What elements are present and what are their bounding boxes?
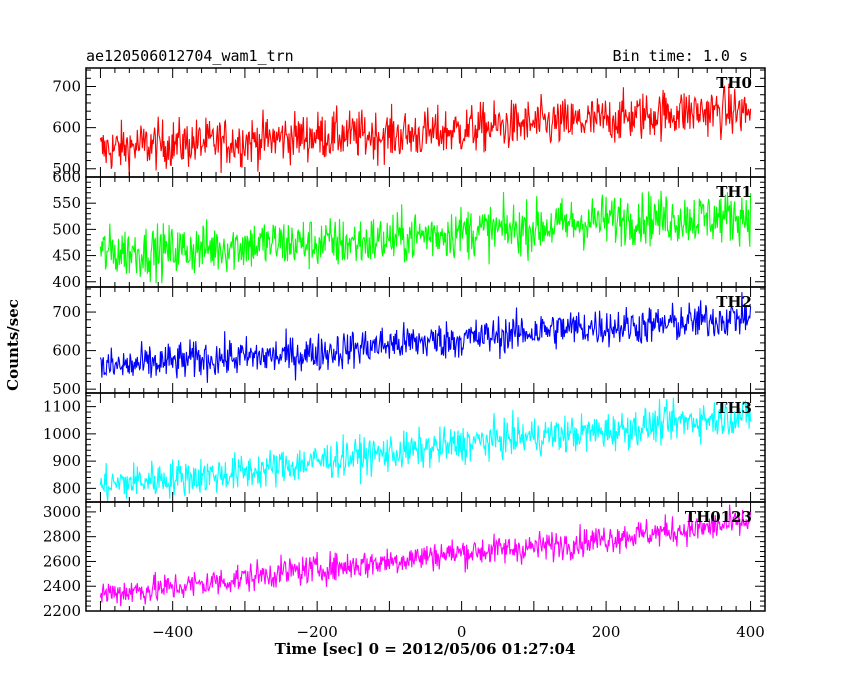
y-tick-label: 2600 [43, 552, 81, 570]
series-label-th0123: TH0123 [685, 508, 752, 526]
x-tick-label: −200 [297, 623, 338, 641]
series-line-th2 [99, 292, 752, 383]
series-line-th3 [99, 397, 752, 501]
y-tick-label: 1000 [43, 425, 81, 443]
y-tick-label: 700 [52, 78, 81, 96]
y-tick-label: 700 [52, 303, 81, 321]
panel-th2: 500 600 700 TH2 [52, 286, 766, 398]
series-label-th1: TH1 [716, 183, 752, 201]
y-tick-label: 550 [52, 194, 81, 212]
x-axis-label: Time [sec] 0 = 2012/05/06 01:27:04 [275, 640, 576, 658]
series-label-th3: TH3 [716, 399, 752, 417]
x-axis: −400 −200 0 200 400 [152, 623, 765, 641]
panel-th0: 500 600 700 TH0 [52, 67, 766, 178]
y-tick-label: 900 [52, 452, 81, 470]
x-tick-label: 200 [592, 623, 621, 641]
panel-th3: 800 900 1000 1100 TH3 [43, 392, 766, 503]
series-line-th1 [99, 190, 752, 284]
panel-th0123: 2200 2400 2600 2800 3000 TH0123 [43, 501, 766, 620]
y-tick-label: 800 [52, 479, 81, 497]
series-label-th2: TH2 [716, 293, 752, 311]
y-tick-label: 600 [52, 342, 81, 360]
y-tick-label: 500 [52, 160, 81, 178]
y-tick-label: 2400 [43, 577, 81, 595]
series-line-th0 [99, 83, 752, 176]
chart-title: ae120506012704_wam1_trn [86, 47, 294, 65]
x-tick-label: 400 [736, 623, 765, 641]
y-tick-label: 500 [52, 220, 81, 238]
panel-th1: 400 450 500 550 600 TH1 [52, 168, 766, 291]
y-tick-label: 600 [52, 168, 81, 186]
y-tick-label: 1100 [43, 398, 81, 416]
y-tick-label: 400 [52, 273, 81, 291]
y-tick-label: 500 [52, 380, 81, 398]
series-label-th0: TH0 [716, 74, 752, 92]
y-tick-label: 450 [52, 247, 81, 265]
x-tick-label: 0 [457, 623, 467, 641]
y-tick-label: 600 [52, 119, 81, 137]
y-tick-label: 2200 [43, 602, 81, 620]
y-axis-label: Counts/sec [4, 299, 22, 391]
series-line-th0123 [99, 504, 752, 607]
x-tick-label: −400 [152, 623, 193, 641]
bin-time-label: Bin time: 1.0 s [613, 47, 748, 65]
y-tick-label: 2800 [43, 528, 81, 546]
y-tick-label: 3000 [43, 503, 81, 521]
